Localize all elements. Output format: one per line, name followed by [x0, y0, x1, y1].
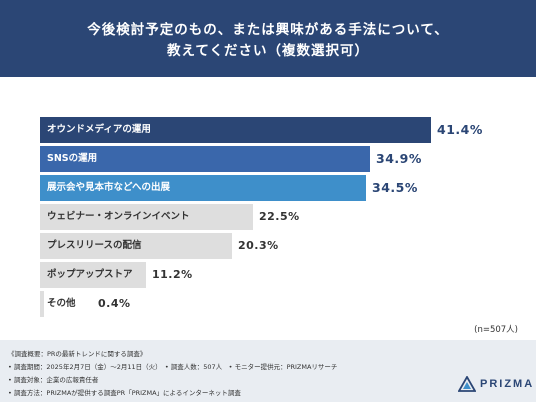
title-line-2: 教えてください（複数選択可） — [167, 43, 369, 59]
value-label-1: 34.9% — [376, 151, 422, 166]
bar-6: その他 — [40, 291, 76, 317]
category-label-0: オウンドメディアの運用 — [47, 124, 151, 135]
title-line-1: 今後検討予定のもの、または興味がある手法について、 — [87, 22, 449, 38]
category-label-1: SNSの運用 — [47, 153, 98, 164]
value-label-5: 11.2% — [152, 268, 193, 281]
sample-size: (n=507人) — [474, 325, 518, 335]
header-banner: 今後検討予定のもの、または興味がある手法について、 教えてください（複数選択可） — [0, 0, 536, 77]
category-label-6: その他 — [47, 298, 76, 309]
category-label-5: ポップアップストア — [47, 269, 133, 280]
bar-0: オウンドメディアの運用 — [40, 117, 431, 143]
value-label-6: 0.4% — [98, 297, 131, 310]
prizma-logo: PRIZMA — [458, 374, 534, 394]
category-label-4: プレスリリースの配信 — [47, 240, 142, 251]
value-label-3: 22.5% — [259, 210, 300, 223]
survey-period-note: • 調査期間：2025年2月7日（金）〜2月11日（火） • 調査人数：507人… — [8, 363, 338, 371]
survey-method-note: • 調査方法：PRIZMAが提供する調査PR「PRIZMA」によるインターネット… — [8, 389, 241, 397]
survey-target-note: • 調査対象：企業の広報責任者 — [8, 376, 99, 384]
value-label-0: 41.4% — [437, 122, 483, 137]
category-label-3: ウェビナー・オンラインイベント — [47, 211, 190, 222]
prism-triangle-icon — [458, 376, 476, 392]
footer: 《調査概要：PRの最新トレンドに関する調査》 • 調査期間：2025年2月7日（… — [0, 340, 536, 402]
bar-2: 展示会や見本市などへの出展 — [40, 175, 366, 201]
bar-5: ポップアップストア — [40, 262, 146, 288]
bar-chart: オウンドメディアの運用 41.4% SNSの運用 34.9% 展示会や見本市などへの出展… — [40, 117, 483, 317]
bar-4: プレスリリースの配信 — [40, 233, 232, 259]
bar-1: SNSの運用 — [40, 146, 370, 172]
value-label-4: 20.3% — [238, 239, 279, 252]
category-label-2: 展示会や見本市などへの出展 — [47, 182, 171, 193]
logo-text: PRIZMA — [480, 378, 535, 390]
bar-3: ウェビナー・オンラインイベント — [40, 204, 253, 230]
value-label-2: 34.5% — [372, 180, 418, 195]
survey-title-note: 《調査概要：PRの最新トレンドに関する調査》 — [8, 350, 147, 358]
